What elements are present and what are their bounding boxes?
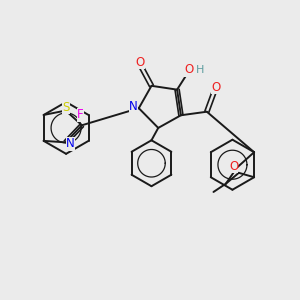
Text: H: H: [196, 65, 204, 75]
Text: N: N: [129, 100, 138, 113]
Text: S: S: [62, 100, 69, 113]
Text: O: O: [229, 160, 238, 172]
Text: O: O: [211, 81, 220, 94]
Text: F: F: [77, 109, 84, 122]
Text: O: O: [184, 63, 194, 76]
Text: N: N: [66, 137, 74, 150]
Text: O: O: [135, 56, 144, 69]
